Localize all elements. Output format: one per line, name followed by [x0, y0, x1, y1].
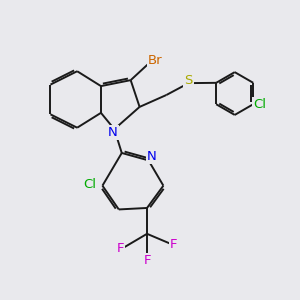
- Text: S: S: [184, 74, 193, 87]
- Text: Cl: Cl: [83, 178, 97, 191]
- Text: Cl: Cl: [253, 98, 266, 111]
- Text: F: F: [116, 242, 124, 256]
- Text: N: N: [108, 126, 118, 139]
- Text: N: N: [147, 150, 156, 163]
- Text: F: F: [170, 238, 178, 251]
- Text: F: F: [143, 254, 151, 267]
- Text: Br: Br: [148, 54, 163, 67]
